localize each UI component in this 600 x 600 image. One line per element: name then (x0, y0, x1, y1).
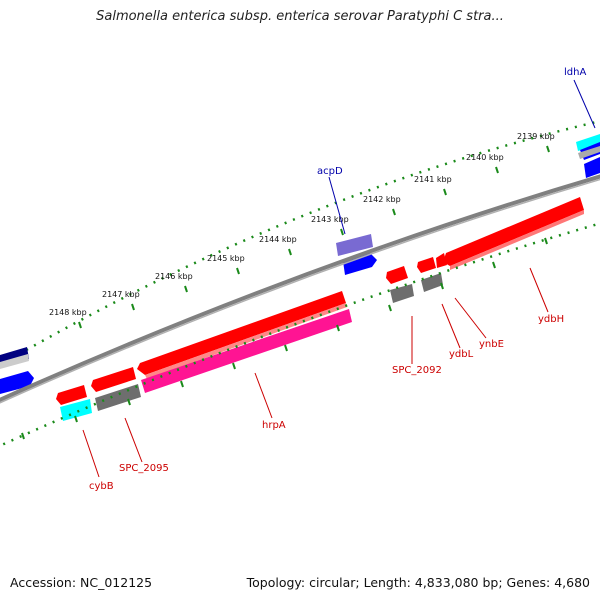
leader-ldhA (573, 79, 596, 129)
leader-cybB (82, 429, 100, 478)
leader-ynbE (454, 297, 487, 339)
gene-label-ydbH[interactable]: ydbH (538, 314, 564, 325)
gene-label-acpD[interactable]: acpD (317, 166, 343, 177)
tick-marks: 2139 kbp 2140 kbp 2141 kbp 2142 kbp 2143 kbp… (21, 132, 555, 440)
genome-backbone (0, 174, 600, 402)
inner-tick (388, 304, 392, 312)
major-tick (340, 228, 344, 236)
gene-hrpA-red-arrow[interactable] (137, 291, 346, 375)
tick-label: 2143 kbp (311, 215, 349, 224)
tick-label: 2147 kbp (102, 290, 140, 299)
major-tick (131, 303, 135, 311)
leader-ydbL (441, 303, 461, 349)
tick-label: 2142 kbp (363, 195, 401, 204)
label-leaders (82, 79, 596, 478)
inner-tick (127, 398, 131, 406)
inner-tick (284, 344, 288, 352)
major-tick (184, 285, 188, 293)
gene-ydbL-gray[interactable] (421, 273, 443, 292)
major-tick (443, 188, 447, 196)
gene-ldhA-cyan-arrow[interactable] (576, 134, 600, 151)
inner-tick (440, 282, 444, 290)
gene-ynbE-arrow[interactable] (436, 253, 447, 268)
inner-tick (336, 324, 340, 332)
gene-label-cybB[interactable]: cybB (89, 481, 114, 492)
gene-label-ldhA[interactable]: ldhA (564, 67, 586, 78)
gene-label-ydbL[interactable]: ydbL (449, 349, 474, 360)
tick-label: 2140 kbp (466, 153, 504, 162)
gene-cybB-cyan[interactable] (60, 399, 92, 421)
tick-label: 2146 kbp (155, 272, 193, 281)
tick-label: 2141 kbp (414, 175, 452, 184)
gene-ydbH-arrow[interactable] (443, 197, 584, 266)
major-tick (392, 208, 396, 216)
leader-hrpA (254, 372, 273, 419)
page-title: Salmonella enterica subsp. enterica sero… (96, 9, 504, 24)
gene-label-ynbE[interactable]: ynbE (479, 339, 504, 350)
accession-label: Accession: NC_012125 (10, 575, 153, 590)
gene-labels: ldhA acpD ydbH ynbE ydbL SPC_2092 hrpA SPC_2095… (89, 67, 586, 492)
leader-ydbH (529, 267, 549, 313)
gene-hrpA-red-shadow (145, 303, 347, 379)
tick-label: 2144 kbp (259, 235, 297, 244)
topology-summary: Topology: circular; Length: 4,833,080 bp… (246, 575, 590, 590)
gene-blue-left-arrow[interactable] (0, 371, 34, 394)
gene-cybB-red-arrow[interactable] (56, 385, 87, 405)
major-tick (236, 267, 240, 275)
gene-label-SPC_2092[interactable]: SPC_2092 (392, 365, 442, 376)
tick-label: 2148 kbp (49, 308, 87, 317)
inner-tick (21, 432, 25, 440)
gene-ldhA-gray-arrow[interactable] (578, 146, 600, 159)
inner-tick (180, 380, 184, 388)
leader-acpD (328, 176, 346, 235)
inner-tick (544, 237, 548, 245)
inner-tick (232, 362, 236, 370)
gene-SPC_2092-arrow[interactable] (386, 266, 408, 284)
inner-tick (74, 415, 78, 423)
gene-gray-left[interactable] (0, 354, 29, 369)
tick-label: 2145 kbp (207, 254, 245, 263)
gene-acpD-box[interactable] (336, 234, 373, 256)
gene-label-hrpA[interactable]: hrpA (262, 420, 286, 431)
gene-ydbH-shadow (450, 210, 584, 270)
gene-SPC_2095-red-arrow[interactable] (91, 367, 136, 392)
inner-tick (492, 261, 496, 269)
leader-SPC_2095 (124, 417, 143, 463)
gene-label-SPC_2095[interactable]: SPC_2095 (119, 463, 169, 474)
gene-SPC_2092-gray[interactable] (390, 284, 414, 303)
major-tick (546, 145, 550, 153)
gene-ydbL-arrow[interactable] (417, 257, 436, 273)
tick-label: 2139 kbp (517, 132, 555, 141)
gene-SPC_2095-gray[interactable] (95, 384, 141, 411)
gene-hrpA-pink[interactable] (141, 309, 352, 393)
ldhA-features (576, 134, 600, 178)
major-tick (78, 321, 82, 329)
major-tick (495, 166, 499, 174)
gene-blue-right-arrow[interactable] (584, 157, 600, 178)
genome-backbone-light (0, 178, 600, 404)
major-tick (288, 248, 292, 256)
